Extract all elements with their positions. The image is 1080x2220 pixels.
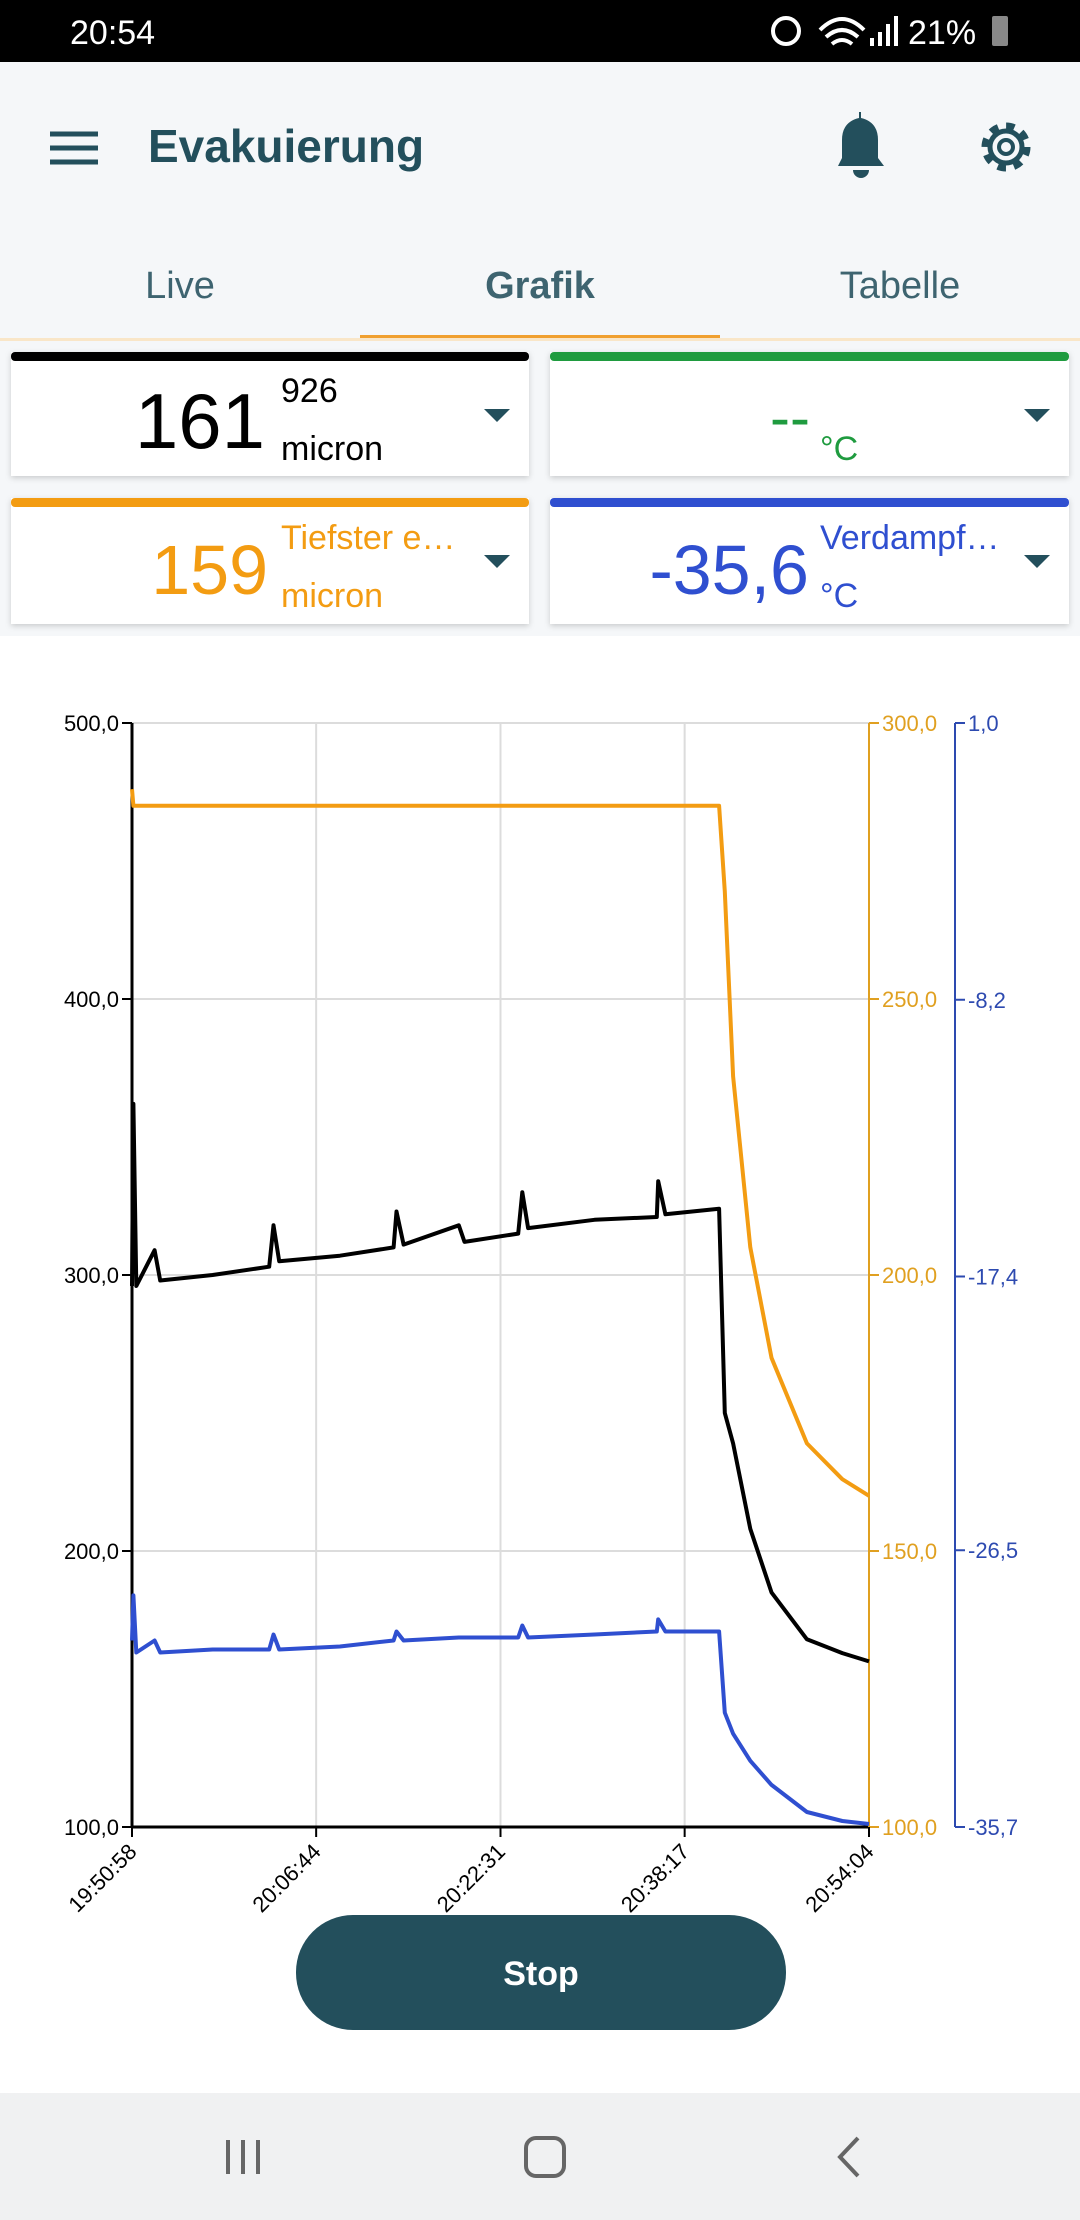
tab-indicator: [360, 335, 720, 340]
card-subvalue: 926: [281, 372, 338, 410]
app-title: Evakuierung: [148, 120, 424, 172]
status-time: 20:54: [70, 14, 155, 52]
y-tick-label: -17,4: [968, 1265, 1018, 1290]
card-unit: micron: [281, 577, 383, 615]
y-tick-label: 300,0: [882, 711, 937, 736]
y-tick-label: -26,5: [968, 1538, 1018, 1563]
card[interactable]: -35,6 Verdampf… °C: [550, 498, 1069, 624]
card-value: --: [770, 384, 810, 451]
x-tick-label: 19:50:58: [63, 1839, 141, 1917]
y-tick-label: 1,0: [968, 711, 999, 736]
card-label: Verdampf…: [820, 519, 1000, 557]
card-label: Tiefster e…: [281, 519, 455, 557]
stop-button[interactable]: [296, 1915, 786, 2030]
y-tick-label: 100,0: [882, 1815, 937, 1840]
series-line: [130, 1593, 870, 1826]
card-value: -35,6: [649, 531, 809, 609]
card[interactable]: 161 926 micron: [11, 352, 529, 476]
y-tick-label: 100,0: [64, 1815, 119, 1840]
navigation-bar: [0, 2093, 1080, 2220]
y-tick-label: -35,7: [968, 1815, 1018, 1840]
x-tick-label: 20:06:44: [247, 1839, 325, 1917]
settings-button[interactable]: [981, 122, 1031, 172]
series-line: [130, 789, 871, 1498]
notifications-button[interactable]: [838, 112, 884, 178]
card-unit: °C: [820, 430, 858, 468]
card[interactable]: 159 Tiefster e… micron: [11, 498, 529, 624]
divider: [0, 338, 1080, 341]
tab[interactable]: Grafik: [485, 265, 596, 307]
card-value: 159: [151, 531, 268, 609]
card-unit: micron: [281, 430, 383, 468]
x-tick-label: 20:38:17: [616, 1839, 694, 1917]
y-tick-label: 300,0: [64, 1263, 119, 1288]
app-bar: [0, 62, 1080, 340]
tab[interactable]: Live: [145, 265, 215, 307]
battery-level: 21%: [908, 14, 976, 52]
card[interactable]: -- °C: [550, 352, 1069, 476]
y-tick-label: 150,0: [882, 1539, 937, 1564]
stop-button-label[interactable]: Stop: [503, 1955, 579, 1993]
status-bar: [0, 0, 1080, 62]
y-tick-label: 400,0: [64, 987, 119, 1012]
menu-button[interactable]: [50, 131, 98, 165]
series-line: [130, 1101, 870, 1664]
x-tick-label: 20:54:04: [800, 1839, 878, 1917]
y-tick-label: 250,0: [882, 987, 937, 1012]
nav-buttons[interactable]: [226, 2136, 860, 2178]
y-tick-label: 500,0: [64, 711, 119, 736]
y-tick-label: -8,2: [968, 988, 1006, 1013]
status-icons: [771, 16, 1008, 46]
tab[interactable]: Tabelle: [840, 265, 960, 307]
card-value: 161: [135, 377, 265, 465]
x-tick-label: 20:22:31: [432, 1839, 510, 1917]
card-unit: °C: [820, 577, 858, 615]
y-tick-label: 200,0: [64, 1539, 119, 1564]
y-tick-label: 200,0: [882, 1263, 937, 1288]
chart: 100,0 200,0 300,0 400,0 500,0 100,0 150,0 200,0…: [63, 711, 1018, 1917]
